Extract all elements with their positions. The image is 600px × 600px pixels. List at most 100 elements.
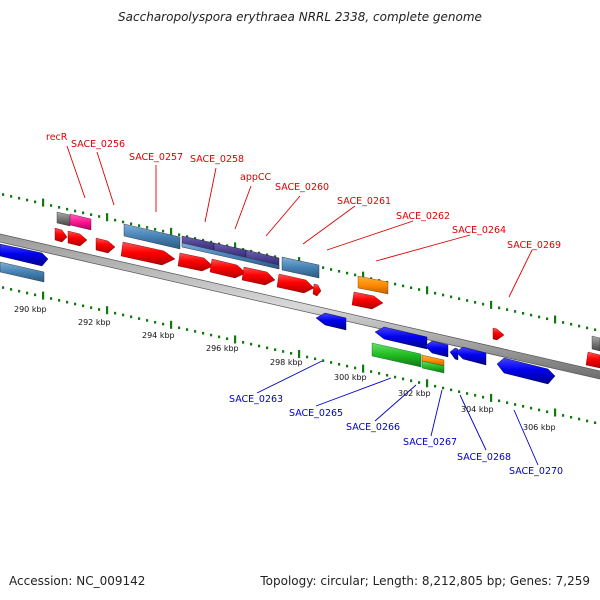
lower-tick-mark [298,350,301,359]
upper-tick-mark [106,213,109,222]
lower-tick-mark [18,289,21,293]
upper-tick-mark [274,255,277,258]
gene-label[interactable]: SACE_0263 [229,394,283,405]
upper-tick-mark [402,284,405,288]
gene-arrow-reverse [496,357,556,385]
gene-label[interactable]: SACE_0262 [396,211,450,222]
gene-label[interactable]: SACE_0260 [275,182,329,193]
gene-label[interactable]: SACE_0268 [457,452,511,463]
feature-steelblue-block [181,242,280,270]
lower-tick-mark [426,379,429,388]
upper-tick-mark [186,235,189,238]
feature-track [56,211,600,352]
lower-tick-mark [10,288,13,291]
upper-tick-mark [98,215,101,218]
gene-arrow-forward [209,258,247,279]
gene-label[interactable]: recR [46,132,68,143]
lower-tick-mark [522,404,525,408]
upper-tick-mark [506,308,509,311]
scale-label: 298 kbp [270,358,303,367]
gene-label[interactable]: SACE_0269 [507,240,561,251]
upper-tick-mark [18,196,21,200]
lower-tick-mark [594,421,597,425]
lower-tick-mark [362,364,365,373]
lower-tick-mark [434,384,437,388]
lower-gene-labels: SACE_0263 SACE_0265 SACE_0266 SACE_0267 … [229,394,563,477]
upper-tick-mark [122,220,125,224]
lower-tick-mark [122,313,125,317]
gene-arrow-forward [54,227,68,243]
gene-label[interactable]: SACE_0258 [190,154,244,165]
gene-label[interactable]: SACE_0267 [403,437,457,448]
gene-label[interactable]: SACE_0256 [71,139,125,150]
lower-tick-mark [578,417,581,421]
lower-tick-mark [250,342,253,346]
lower-tick-mark [114,311,117,315]
upper-tick-mark [202,238,205,242]
upper-tick-mark [570,322,573,326]
upper-tick-mark [362,271,365,280]
scale-label: 292 kbp [78,318,111,327]
lower-tick-mark [42,291,45,300]
lower-tick-mark [26,291,29,295]
lower-tick-mark [490,393,493,402]
lower-tick-mark [330,361,333,364]
lower-tick-mark [194,330,197,333]
upper-tick-mark [330,268,333,271]
lower-tick-mark [154,320,157,324]
gene-arrow-reverse [374,326,428,350]
feature-steelblue-block [281,256,320,279]
gene-arrow-reverse [0,243,49,267]
gene-label[interactable]: SACE_0265 [289,408,343,419]
feature-steelblue-block [0,261,45,283]
lower-tick-mark [466,392,469,395]
forward-gene-track [54,227,600,369]
upper-tick-mark [562,321,565,324]
lower-tick-mark [98,308,101,311]
gene-arrow-forward [241,266,276,286]
lower-tick-mark [442,386,445,390]
scale-label: 302 kbp [398,389,431,398]
feature-green-block [371,342,422,368]
lower-tick-mark [274,348,277,351]
gene-label[interactable]: SACE_0264 [452,225,506,236]
upper-tick-mark [426,286,429,295]
gene-label[interactable]: SACE_0257 [129,152,183,163]
lower-tick-mark [90,306,93,309]
upper-label-leaders [66,145,533,298]
upper-tick-mark [178,233,181,237]
lower-tick-mark [226,337,229,341]
upper-tick-mark [74,209,77,213]
lower-tick-mark [218,335,221,339]
upper-tick-mark [58,206,61,209]
upper-tick-mark [346,271,349,275]
lower-tick-mark [458,390,461,393]
gene-label[interactable]: SACE_0266 [346,422,400,433]
lower-label-leaders [256,360,539,466]
lower-tick-mark [178,326,181,330]
upper-tick-mark [66,207,69,211]
feature-grey-block [56,211,71,227]
upper-tick-mark [82,211,85,215]
lower-tick-mark [402,377,405,381]
feature-orange-block [357,275,389,295]
upper-tick-mark [138,224,141,227]
upper-tick-mark [90,213,93,216]
lower-tick-mark [386,373,389,377]
gene-label[interactable]: appCC [240,172,272,183]
upper-tick-mark [554,315,557,324]
gene-arrow-reverse [424,340,449,358]
lower-tick-mark [266,346,269,350]
lower-tick-mark [418,381,421,384]
gene-arrow-forward [351,291,384,310]
accession-label: Accession: NC_009142 [9,574,146,588]
lower-tick-mark [562,414,565,417]
upper-tick-mark [42,198,45,207]
upper-tick-mark [578,324,581,328]
gene-label[interactable]: SACE_0261 [337,196,391,207]
gene-label[interactable]: SACE_0270 [509,466,563,477]
upper-tick-mark [514,310,517,313]
upper-tick-mark [466,299,469,302]
upper-gene-labels: recR SACE_0256 SACE_0257 SACE_0258 appCC… [46,132,561,251]
feature-grey-block [591,335,600,352]
